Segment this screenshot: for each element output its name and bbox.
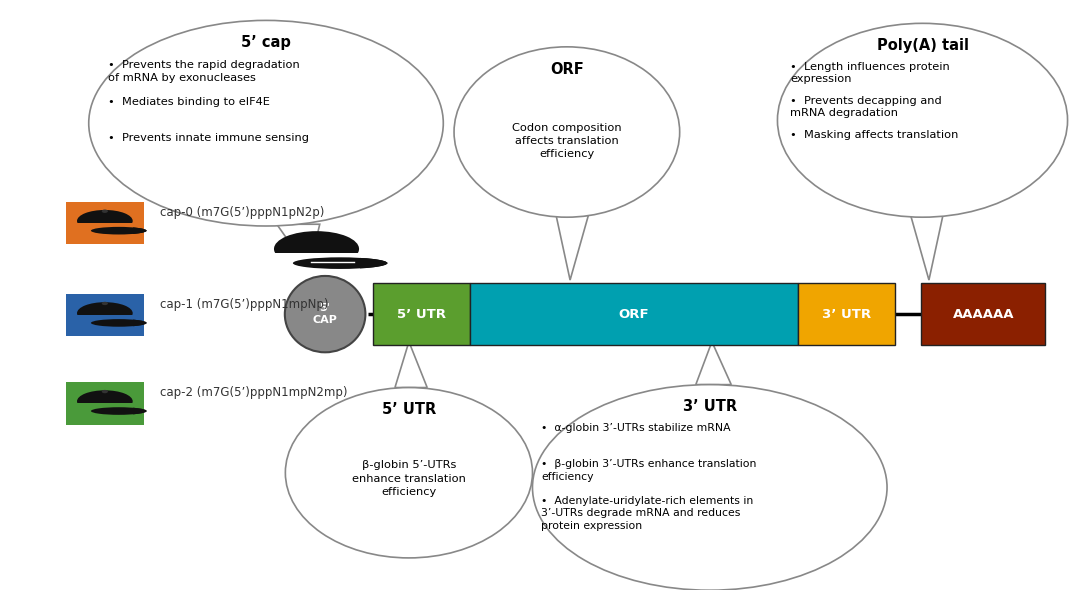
FancyBboxPatch shape <box>921 283 1045 345</box>
Text: 5’ UTR: 5’ UTR <box>397 308 446 321</box>
Ellipse shape <box>102 302 108 305</box>
Ellipse shape <box>293 257 388 269</box>
Ellipse shape <box>454 47 679 217</box>
Text: 5'
CAP: 5' CAP <box>313 304 338 325</box>
Text: 3’ UTR: 3’ UTR <box>683 399 737 415</box>
Text: 3’ UTR: 3’ UTR <box>822 308 870 321</box>
Ellipse shape <box>285 276 365 352</box>
Ellipse shape <box>77 210 133 232</box>
Polygon shape <box>276 224 320 270</box>
Ellipse shape <box>91 227 147 234</box>
Ellipse shape <box>77 302 133 324</box>
Text: ORF: ORF <box>550 62 583 76</box>
Text: β-globin 5’-UTRs
enhance translation
efficiency: β-globin 5’-UTRs enhance translation eff… <box>352 460 465 497</box>
Text: 5’ UTR: 5’ UTR <box>382 402 436 417</box>
Ellipse shape <box>91 227 147 234</box>
Ellipse shape <box>102 209 108 213</box>
Ellipse shape <box>532 385 887 590</box>
Ellipse shape <box>274 231 359 267</box>
Text: ORF: ORF <box>619 308 649 321</box>
Ellipse shape <box>91 407 147 415</box>
Text: cap-2 (m7G(5’)pppN1mpN2mp): cap-2 (m7G(5’)pppN1mpN2mp) <box>160 387 347 399</box>
Text: •  Mediates binding to eIF4E: • Mediates binding to eIF4E <box>108 97 270 107</box>
FancyBboxPatch shape <box>66 202 144 244</box>
Text: •  Length influences protein
expression: • Length influences protein expression <box>791 62 950 84</box>
Ellipse shape <box>102 390 108 393</box>
Ellipse shape <box>778 23 1067 217</box>
Polygon shape <box>910 215 943 280</box>
Text: cap-1 (m7G(5’)pppN1mpNp): cap-1 (m7G(5’)pppN1mpNp) <box>160 298 328 311</box>
Polygon shape <box>556 215 589 280</box>
Text: •  Adenylate-uridylate-rich elements in
3’-UTRs degrade mRNA and reduces
protein: • Adenylate-uridylate-rich elements in 3… <box>541 496 754 531</box>
Ellipse shape <box>91 319 147 327</box>
Text: •  Prevents the rapid degradation
of mRNA by exonucleases: • Prevents the rapid degradation of mRNA… <box>108 60 300 83</box>
FancyBboxPatch shape <box>77 403 134 417</box>
FancyBboxPatch shape <box>77 315 134 329</box>
Text: •  α-globin 3’-UTRs stabilize mRNA: • α-globin 3’-UTRs stabilize mRNA <box>541 423 731 433</box>
FancyBboxPatch shape <box>470 283 798 345</box>
Polygon shape <box>696 342 731 385</box>
Text: 5’ cap: 5’ cap <box>241 35 291 50</box>
Ellipse shape <box>285 388 532 558</box>
FancyBboxPatch shape <box>77 223 134 237</box>
Text: Poly(A) tail: Poly(A) tail <box>877 38 969 53</box>
Text: AAAAAA: AAAAAA <box>953 308 1014 321</box>
Ellipse shape <box>91 319 147 327</box>
Ellipse shape <box>91 407 147 415</box>
FancyBboxPatch shape <box>66 294 144 336</box>
Text: Codon composition
affects translation
efficiency: Codon composition affects translation ef… <box>512 123 622 159</box>
FancyBboxPatch shape <box>798 283 894 345</box>
Text: •  Prevents decapping and
mRNA degradation: • Prevents decapping and mRNA degradatio… <box>791 95 942 119</box>
Ellipse shape <box>77 390 133 412</box>
Polygon shape <box>395 342 428 388</box>
Text: •  Masking affects translation: • Masking affects translation <box>791 130 959 140</box>
FancyBboxPatch shape <box>273 253 361 272</box>
Text: •  β-globin 3’-UTRs enhance translation
efficiency: • β-globin 3’-UTRs enhance translation e… <box>541 459 756 482</box>
Text: •  Prevents innate immune sensing: • Prevents innate immune sensing <box>108 133 309 143</box>
Text: cap-0 (m7G(5’)pppN1pN2p): cap-0 (m7G(5’)pppN1pN2p) <box>160 206 324 219</box>
FancyBboxPatch shape <box>374 283 470 345</box>
Ellipse shape <box>89 20 443 226</box>
FancyBboxPatch shape <box>66 382 144 425</box>
Ellipse shape <box>293 257 388 269</box>
